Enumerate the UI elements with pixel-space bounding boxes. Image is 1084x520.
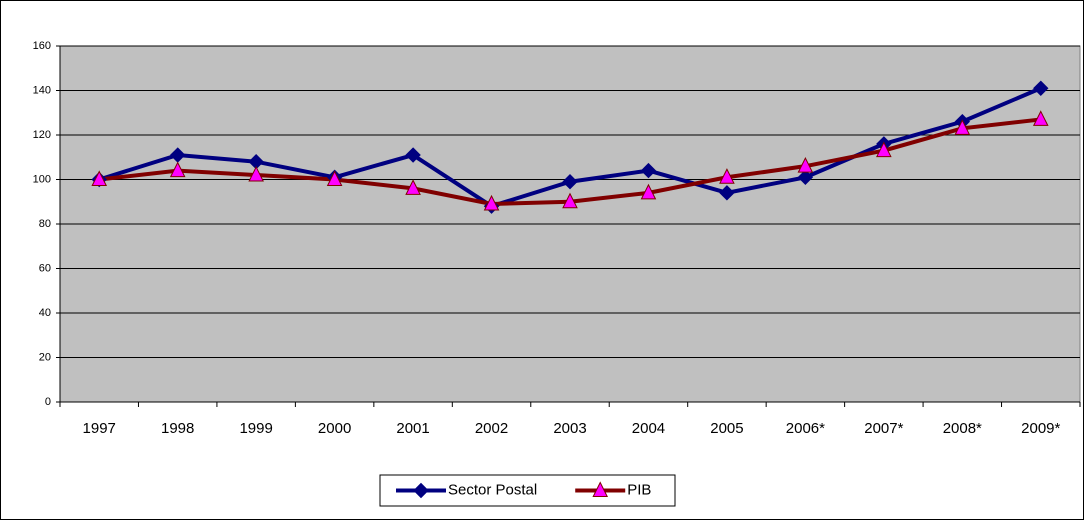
y-tick-label: 20: [39, 351, 51, 363]
y-tick-label: 40: [39, 307, 51, 319]
x-tick-label: 1999: [239, 420, 272, 437]
x-tick-label: 2009*: [1021, 420, 1060, 437]
data-point: [326, 170, 343, 186]
data-point: [169, 161, 186, 178]
x-tick-label: 2002: [475, 420, 508, 437]
y-tick-label: 80: [39, 218, 51, 230]
data-point: [405, 179, 421, 195]
legend-label: Sector Postal: [448, 481, 537, 498]
legend-label: PIB: [627, 481, 651, 498]
data-point: [719, 185, 735, 201]
x-tick-label: 2007*: [864, 420, 903, 437]
data-point: [405, 147, 421, 163]
data-point: [1032, 110, 1049, 126]
data-point: [640, 162, 657, 179]
data-point: [91, 170, 108, 186]
y-tick-label: 160: [33, 40, 51, 52]
x-tick-label: 2003: [553, 420, 586, 437]
data-point: [562, 174, 578, 190]
x-tick-label: 2004: [632, 420, 665, 437]
x-tick-label: 1998: [161, 420, 194, 437]
legend-marker: [592, 481, 609, 497]
y-tick-label: 100: [33, 173, 51, 185]
data-point: [562, 192, 578, 209]
x-tick-label: 2000: [318, 420, 351, 437]
y-tick-label: 60: [39, 262, 51, 274]
data-point: [797, 157, 814, 173]
data-point: [876, 141, 892, 158]
x-tick-label: 2006*: [786, 420, 825, 437]
y-tick-label: 140: [33, 84, 51, 96]
data-point: [954, 119, 971, 135]
legend-marker: [413, 482, 429, 499]
data-point: [797, 169, 814, 185]
x-tick-label: 2005: [710, 420, 743, 437]
y-tick-label: 0: [45, 396, 51, 408]
x-tick-label: 2008*: [943, 420, 982, 437]
data-point: [719, 168, 735, 184]
x-tick-label: 2001: [396, 420, 429, 437]
data-point: [640, 183, 657, 200]
x-tick-label: 1997: [83, 420, 116, 437]
y-tick-label: 120: [33, 129, 51, 141]
data-point: [248, 165, 264, 182]
data-point: [483, 194, 500, 211]
data-point: [1033, 80, 1049, 96]
